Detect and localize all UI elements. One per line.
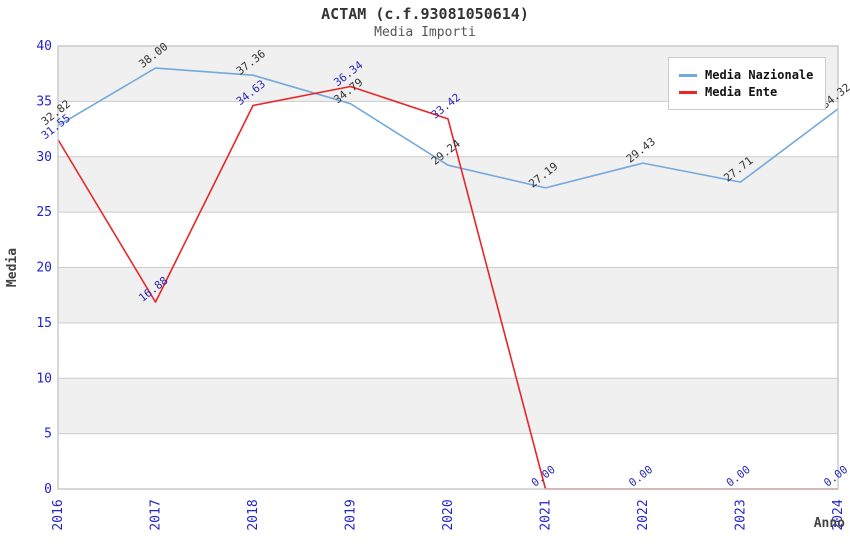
y-tick-label: 30 xyxy=(36,150,52,165)
x-tick-label: 2019 xyxy=(344,499,359,530)
x-tick-label: 2017 xyxy=(149,499,164,530)
x-tick-label: 2023 xyxy=(734,499,749,530)
series-line-media-nazionale xyxy=(58,67,838,189)
media-ente-swatch-icon xyxy=(679,90,697,94)
y-tick-label: 10 xyxy=(36,371,52,386)
legend-label-media-nazionale: Media Nazionale xyxy=(705,68,814,82)
x-tick-label: 2024 xyxy=(831,499,846,530)
plot-band xyxy=(58,378,838,434)
data-label: 0.00 xyxy=(529,463,558,490)
y-tick-label: 5 xyxy=(44,427,52,442)
y-axis-title: Media xyxy=(5,248,20,287)
y-tick-label: 20 xyxy=(36,261,52,276)
media-nazionale-swatch-icon xyxy=(679,73,697,77)
data-label: 0.00 xyxy=(724,463,753,490)
x-tick-label: 2016 xyxy=(51,499,66,530)
chart-title: ACTAM (c.f.93081050614) xyxy=(321,5,529,23)
chart-subtitle: Media Importi xyxy=(374,25,476,40)
chart-legend: Media Nazionale Media Ente xyxy=(668,57,827,110)
x-tick-label: 2021 xyxy=(539,499,554,530)
legend-label-media-ente: Media Ente xyxy=(705,85,778,99)
plot-border xyxy=(57,45,839,490)
y-tick-label: 40 xyxy=(36,39,52,54)
x-axis-title: Anno xyxy=(814,516,845,531)
data-label: 0.00 xyxy=(821,463,850,490)
plot-band xyxy=(58,267,838,323)
x-tick-label: 2022 xyxy=(636,499,651,530)
y-tick-label: 25 xyxy=(36,205,52,220)
data-label: 0.00 xyxy=(626,463,655,490)
y-tick-label: 35 xyxy=(36,94,52,109)
x-tick-label: 2020 xyxy=(441,499,456,530)
x-tick-label: 2018 xyxy=(246,499,261,530)
legend-item-media-nazionale: Media Nazionale xyxy=(679,68,813,82)
y-tick-label: 15 xyxy=(36,316,52,331)
y-tick-label: 0 xyxy=(44,482,52,497)
legend-item-media-ente: Media Ente xyxy=(679,85,813,99)
